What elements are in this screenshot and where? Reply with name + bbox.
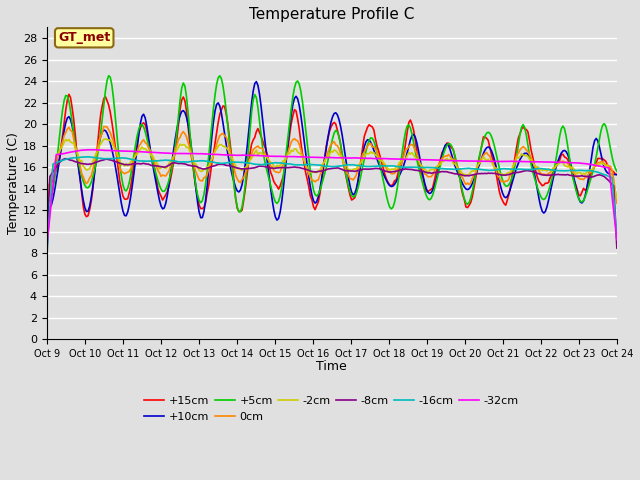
-8cm	[583, 174, 591, 180]
-32cm	[89, 147, 97, 153]
0cm	[100, 123, 108, 129]
-2cm	[43, 192, 51, 197]
+10cm	[583, 186, 591, 192]
-8cm	[243, 166, 251, 171]
0cm	[294, 138, 301, 144]
-8cm	[234, 165, 241, 171]
-16cm	[84, 154, 92, 160]
-16cm	[613, 236, 621, 242]
+10cm	[43, 270, 51, 276]
+10cm	[212, 101, 220, 107]
-2cm	[243, 164, 251, 169]
+5cm	[583, 190, 591, 195]
0cm	[115, 157, 122, 163]
+5cm	[613, 168, 621, 174]
-2cm	[234, 166, 241, 171]
+5cm	[43, 267, 51, 273]
-2cm	[100, 136, 108, 142]
+5cm	[234, 204, 241, 210]
+10cm	[232, 185, 239, 191]
+10cm	[253, 79, 260, 84]
Y-axis label: Temperature (C): Temperature (C)	[7, 132, 20, 234]
Line: -2cm: -2cm	[47, 139, 617, 199]
-32cm	[243, 152, 251, 158]
-32cm	[43, 244, 51, 250]
-32cm	[234, 153, 241, 158]
-8cm	[613, 245, 621, 251]
-16cm	[214, 160, 222, 166]
-2cm	[583, 169, 591, 175]
+15cm	[583, 186, 591, 192]
+15cm	[294, 116, 301, 122]
-32cm	[294, 154, 301, 160]
+15cm	[43, 261, 51, 266]
+15cm	[613, 172, 621, 178]
Title: Temperature Profile C: Temperature Profile C	[249, 7, 415, 22]
Line: +15cm: +15cm	[47, 94, 617, 264]
-16cm	[243, 160, 251, 166]
+5cm	[294, 78, 301, 84]
Line: -16cm: -16cm	[47, 157, 617, 252]
Legend: +15cm, +10cm, +5cm, 0cm, -2cm, -8cm, -16cm, -32cm: +15cm, +10cm, +5cm, 0cm, -2cm, -8cm, -16…	[140, 392, 524, 426]
-2cm	[115, 154, 122, 159]
+5cm	[243, 166, 251, 171]
-32cm	[583, 161, 591, 167]
-2cm	[294, 149, 301, 155]
Line: -8cm: -8cm	[47, 159, 617, 248]
-2cm	[613, 196, 621, 202]
+5cm	[115, 145, 122, 151]
+10cm	[294, 96, 301, 102]
-2cm	[214, 144, 222, 149]
0cm	[214, 137, 222, 143]
+15cm	[65, 91, 73, 97]
0cm	[613, 200, 621, 206]
0cm	[583, 174, 591, 180]
X-axis label: Time: Time	[316, 360, 347, 373]
-32cm	[613, 237, 621, 242]
-16cm	[583, 168, 591, 174]
-8cm	[214, 161, 222, 167]
+15cm	[214, 120, 222, 125]
+5cm	[105, 73, 113, 79]
-8cm	[43, 240, 51, 246]
Line: -32cm: -32cm	[47, 150, 617, 247]
-16cm	[115, 155, 122, 161]
Line: +5cm: +5cm	[47, 76, 617, 270]
+10cm	[113, 170, 120, 176]
+10cm	[241, 161, 249, 167]
Line: +10cm: +10cm	[47, 82, 617, 273]
+5cm	[214, 75, 222, 81]
-8cm	[115, 160, 122, 166]
-16cm	[43, 250, 51, 255]
-32cm	[115, 148, 122, 154]
+10cm	[613, 172, 621, 178]
Text: GT_met: GT_met	[58, 31, 110, 44]
Line: 0cm: 0cm	[47, 126, 617, 213]
-32cm	[214, 152, 222, 157]
0cm	[243, 166, 251, 172]
-8cm	[294, 165, 301, 170]
0cm	[234, 176, 241, 182]
+15cm	[115, 165, 122, 171]
-16cm	[294, 162, 301, 168]
0cm	[43, 210, 51, 216]
-16cm	[234, 159, 241, 165]
+15cm	[243, 174, 251, 180]
+15cm	[234, 205, 241, 211]
-8cm	[62, 156, 70, 162]
